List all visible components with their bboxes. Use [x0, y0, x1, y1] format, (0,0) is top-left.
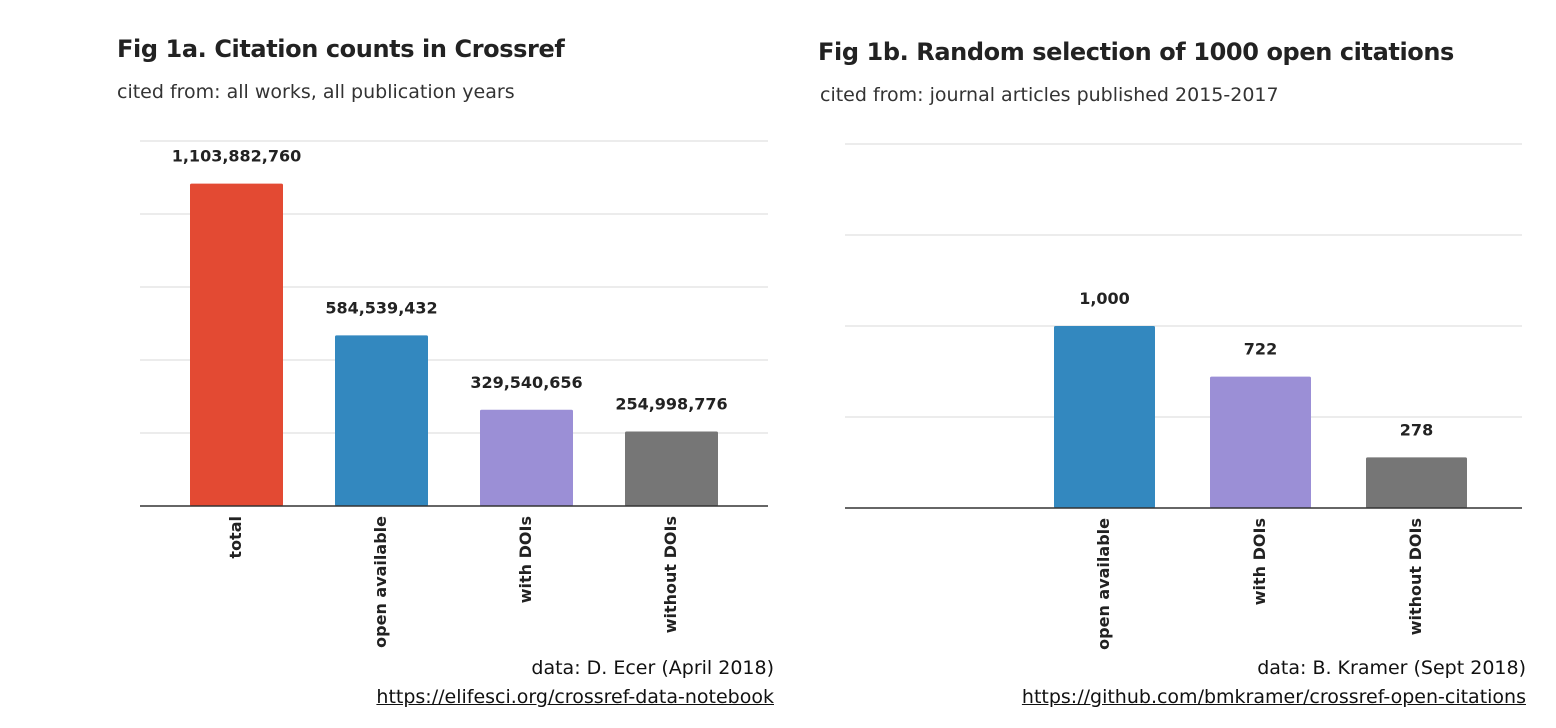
data-label: 722 [1244, 340, 1277, 359]
bar-without-dois [1366, 457, 1467, 508]
chart-panel-b: Fig 1b. Random selection of 1000 open ci… [790, 0, 1556, 728]
bar-open-available [335, 335, 428, 506]
category-label: total [226, 516, 245, 559]
chart-subtitle: cited from: all works, all publication y… [117, 81, 515, 103]
data-label: 329,540,656 [470, 373, 582, 392]
chart-title: Fig 1b. Random selection of 1000 open ci… [818, 38, 1454, 66]
bar-chart-a: 1,103,882,760 total 584,539,432 open availa… [140, 140, 768, 648]
source-link[interactable]: https://elifesci.org/crossref-data-noteb… [376, 686, 774, 708]
data-credit: data: D. Ecer (April 2018) [531, 657, 774, 679]
category-label: without DOIs [661, 516, 680, 633]
category-label: open available [371, 516, 390, 648]
data-label: 1,103,882,760 [172, 147, 302, 166]
category-label: without DOIs [1406, 518, 1425, 635]
bar-open-available [1054, 326, 1155, 508]
chart-subtitle: cited from: journal articles published 2… [820, 84, 1279, 106]
category-label: open available [1094, 518, 1113, 650]
chart-title: Fig 1a. Citation counts in Crossref [117, 35, 565, 63]
data-label: 584,539,432 [325, 298, 437, 317]
category-label: with DOIs [1250, 518, 1269, 605]
bar-total [190, 183, 283, 506]
bar-without-dois [625, 431, 718, 506]
source-link[interactable]: https://github.com/bmkramer/crossref-ope… [1021, 686, 1526, 708]
bar-with-dois [480, 409, 573, 506]
category-label: with DOIs [516, 516, 535, 603]
chart-panel-a: Fig 1a. Citation counts in Crossref cite… [117, 35, 774, 708]
data-credit: data: B. Kramer (Sept 2018) [1257, 657, 1526, 679]
data-label: 254,998,776 [615, 395, 727, 414]
data-label: 1,000 [1079, 289, 1130, 308]
data-label: 278 [1400, 420, 1433, 439]
bar-chart-b: 1,000 open available 722 with DOIs 278 withou… [845, 143, 1522, 650]
bar-with-dois [1210, 376, 1311, 508]
